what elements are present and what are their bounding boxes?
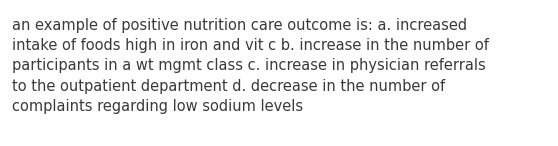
Text: an example of positive nutrition care outcome is: a. increased
intake of foods h: an example of positive nutrition care ou… [12, 18, 489, 114]
